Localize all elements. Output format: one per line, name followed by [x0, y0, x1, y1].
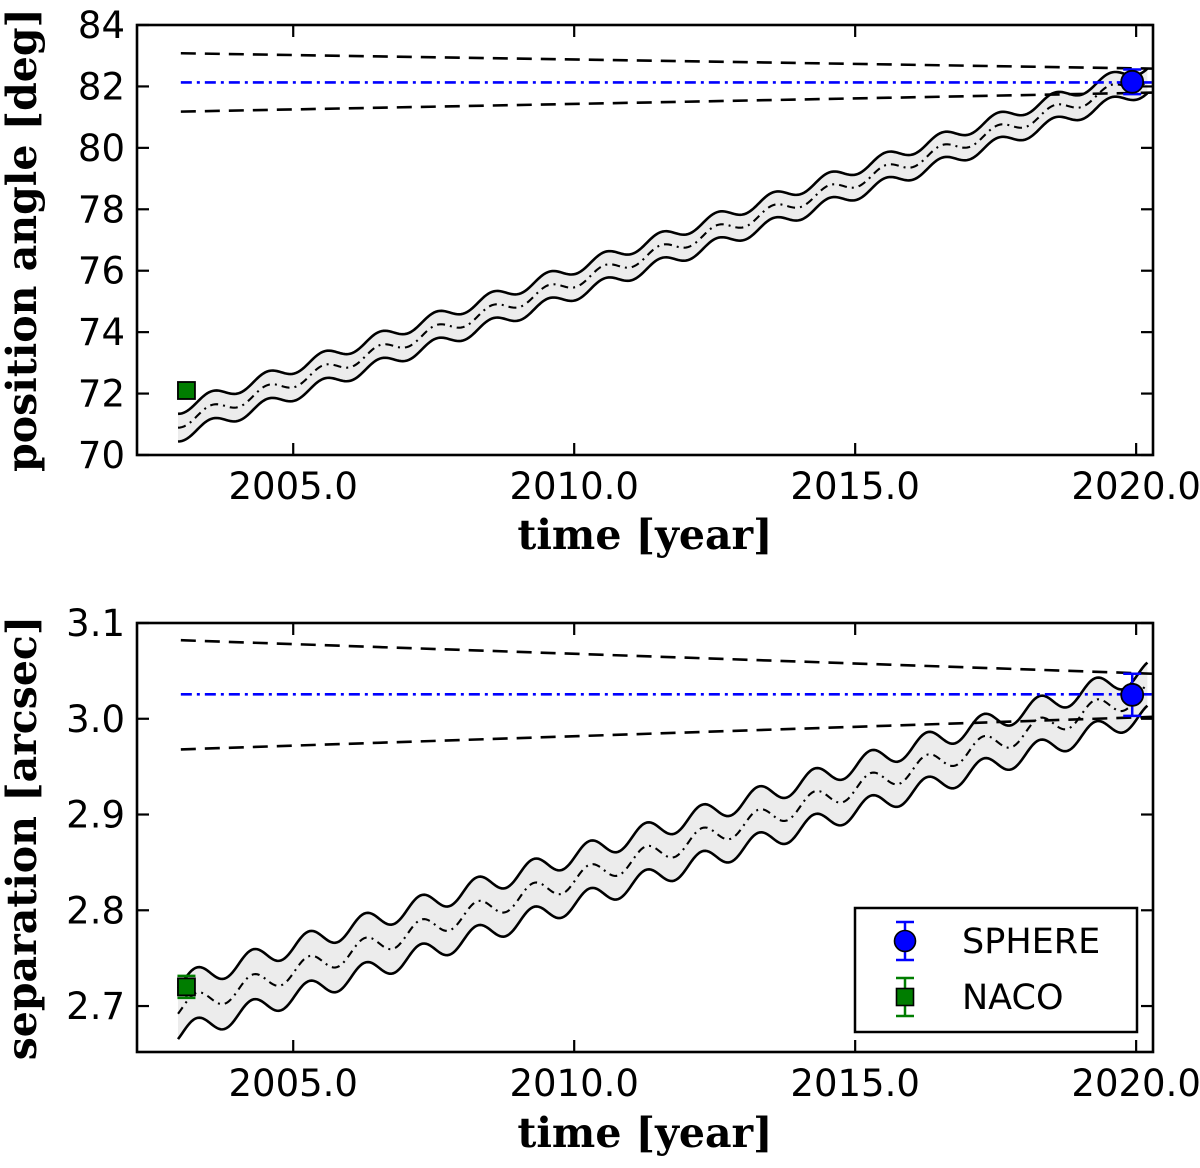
legend-label-sphere: SPHERE	[962, 922, 1100, 962]
axes-box	[135, 23, 1155, 457]
legend-sphere-icon	[893, 920, 917, 962]
uncertainty-envelope-upper	[180, 51, 1154, 70]
x-tick-label: 2005.0	[228, 465, 357, 508]
x-axis-label-time-bottom: time [year]	[517, 1109, 772, 1157]
uncertainty-envelope-lower	[180, 91, 1154, 113]
legend-label-naco: NACO	[962, 978, 1064, 1018]
x-axis-label-time-top: time [year]	[517, 511, 772, 559]
x-tick-label: 2020.0	[1071, 1062, 1200, 1105]
y-tick-label: 80	[78, 127, 125, 170]
y-tick-label: 3.1	[66, 602, 125, 645]
panel-position-angle: 2005.0 2010.0 2015.0 2020.0 70 72 74 76 78 80 82 84	[78, 4, 1200, 508]
y-tick-label: 78	[78, 188, 125, 231]
y-tick-label: 2.9	[66, 794, 125, 837]
y-axis-label-position-angle: position angle [deg]	[0, 8, 46, 472]
x-tick-label: 2020.0	[1071, 465, 1200, 508]
x-tick-label: 2010.0	[509, 465, 638, 508]
y-tick-label: 3.0	[66, 698, 125, 741]
x-tick-label: 2015.0	[790, 1062, 919, 1105]
x-tick-label: 2010.0	[509, 1062, 638, 1105]
prediction-band-lower-edge	[176, 704, 1149, 1040]
y-tick-label: 84	[78, 4, 125, 47]
y-tick-label: 2.7	[66, 985, 125, 1028]
axes-box	[135, 621, 1155, 1054]
y-tick-label: 74	[78, 311, 125, 354]
legend-box	[853, 906, 1139, 1034]
sphere-marker	[1120, 69, 1145, 94]
prediction-band-upper-edge	[177, 67, 1149, 416]
y-tick-label: 70	[78, 434, 125, 477]
x-tick-label: 2015.0	[790, 465, 919, 508]
uncertainty-envelope-lower	[180, 715, 1154, 751]
y-tick-label: 2.8	[66, 889, 125, 932]
panel-separation: 2005.0 2010.0 2015.0 2020.0 2.7 2.8 2.9 3.0 3.1	[66, 602, 1200, 1105]
y-tick-label: 82	[78, 65, 125, 108]
prediction-band-fill	[178, 68, 1148, 442]
prediction-band-upper-edge	[176, 661, 1149, 990]
y-axis-label-separation: separation [arcsec]	[0, 616, 46, 1061]
naco-marker	[177, 977, 196, 997]
prediction-band-fill	[178, 662, 1148, 1040]
y-tick-label: 76	[78, 250, 125, 293]
prediction-band-lower-edge	[177, 92, 1149, 443]
prediction-band-centerline	[177, 80, 1149, 429]
sphere-marker	[1120, 682, 1145, 707]
x-tick-label: 2005.0	[228, 1062, 357, 1105]
naco-marker	[177, 381, 196, 400]
legend: SPHERE NACO	[853, 906, 1139, 1034]
legend-naco-icon	[895, 976, 915, 1018]
uncertainty-envelope-upper	[180, 638, 1154, 676]
y-tick-label: 72	[78, 373, 125, 416]
